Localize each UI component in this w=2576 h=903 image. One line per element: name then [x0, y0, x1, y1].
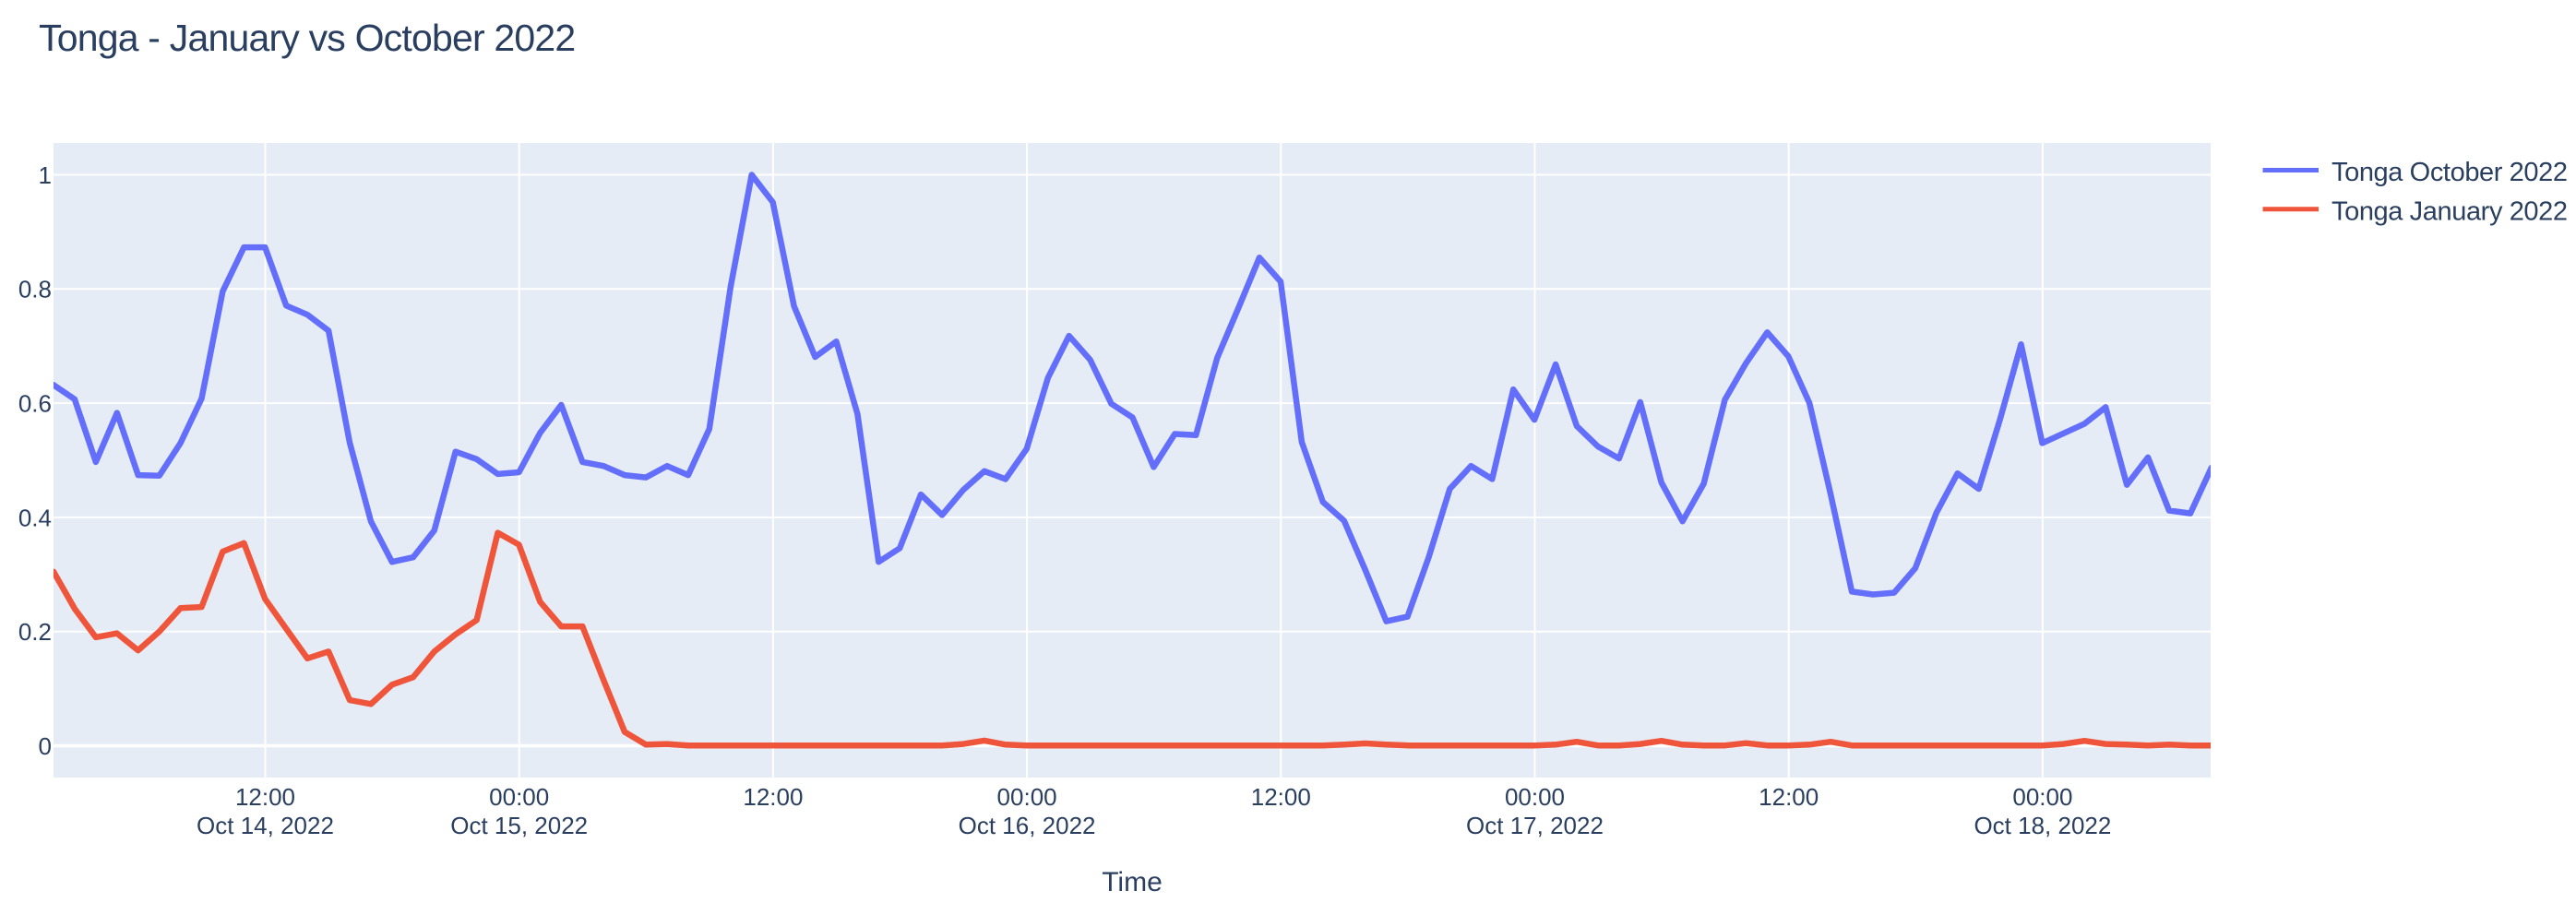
svg-text:00:00: 00:00: [997, 783, 1057, 811]
svg-text:0.6: 0.6: [18, 390, 52, 418]
svg-text:Tonga January 2022: Tonga January 2022: [2332, 196, 2568, 226]
svg-text:Oct 18, 2022: Oct 18, 2022: [1974, 812, 2111, 839]
svg-text:Oct 17, 2022: Oct 17, 2022: [1466, 812, 1604, 839]
svg-text:0.8: 0.8: [18, 276, 52, 303]
svg-text:Tonga - January vs October 202: Tonga - January vs October 2022: [39, 17, 575, 59]
svg-text:1: 1: [39, 161, 52, 189]
svg-text:00:00: 00:00: [1505, 783, 1565, 811]
svg-text:Time: Time: [1102, 867, 1163, 897]
svg-text:12:00: 12:00: [743, 783, 803, 811]
svg-text:Oct 15, 2022: Oct 15, 2022: [450, 812, 588, 839]
svg-text:0.2: 0.2: [18, 618, 52, 646]
svg-text:Oct 14, 2022: Oct 14, 2022: [197, 812, 334, 839]
svg-text:00:00: 00:00: [2012, 783, 2072, 811]
svg-text:12:00: 12:00: [235, 783, 295, 811]
svg-text:12:00: 12:00: [1759, 783, 1819, 811]
svg-text:0.4: 0.4: [18, 504, 52, 531]
svg-text:0: 0: [39, 732, 52, 760]
svg-text:Tonga October 2022: Tonga October 2022: [2332, 158, 2568, 187]
svg-text:00:00: 00:00: [489, 783, 549, 811]
svg-text:Oct 16, 2022: Oct 16, 2022: [959, 812, 1096, 839]
svg-text:12:00: 12:00: [1251, 783, 1311, 811]
